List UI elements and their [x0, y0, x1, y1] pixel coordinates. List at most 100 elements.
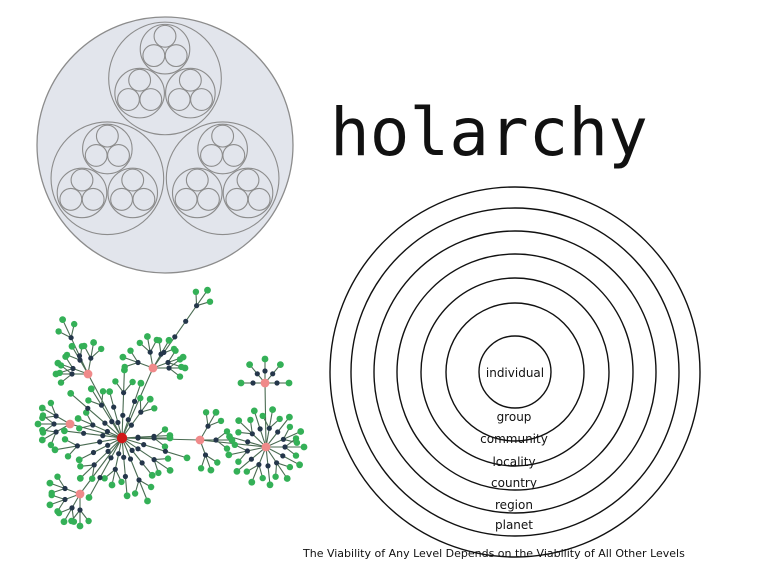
network-edge	[77, 441, 100, 447]
leaf-node	[75, 456, 83, 464]
caption: The Viability of Any Level Depends on th…	[302, 547, 685, 560]
leaf-node	[48, 489, 55, 497]
leaf-node	[83, 409, 90, 416]
leaf-node	[108, 481, 116, 489]
network-edge	[93, 444, 108, 453]
branch-node	[77, 507, 83, 513]
leaf-node	[204, 286, 211, 294]
branch-node	[53, 413, 59, 419]
leaf-node	[286, 463, 294, 471]
branch-node	[172, 334, 178, 340]
branch-node	[77, 357, 83, 363]
branch-node	[76, 353, 83, 359]
branch-node	[97, 439, 103, 445]
leaf-node	[76, 474, 84, 482]
nested-circle-level-3	[153, 24, 177, 48]
leaf-node	[112, 378, 119, 385]
leaf-node	[214, 459, 221, 466]
branch-node	[249, 431, 255, 437]
branch-node	[129, 447, 135, 453]
leaf-node	[129, 378, 136, 386]
branch-node	[88, 355, 94, 361]
leaf-node	[223, 445, 231, 452]
network-edge	[163, 336, 176, 353]
title: holarchy	[330, 94, 648, 171]
leaf-node	[144, 497, 151, 505]
nested-circles-diagram	[36, 16, 294, 274]
branch-node	[202, 452, 209, 458]
leaf-node	[87, 385, 95, 393]
branch-node	[275, 429, 281, 435]
nested-circle-level-2	[171, 167, 223, 219]
branch-node	[274, 460, 280, 466]
leaf-node	[85, 517, 92, 525]
branch-node	[138, 409, 144, 415]
nested-circle-level-2	[56, 167, 108, 219]
leaf-node	[106, 388, 113, 395]
nested-circle-level-1	[50, 121, 165, 236]
ring-0	[478, 335, 552, 409]
leaf-node	[226, 433, 233, 440]
leaf-node	[71, 320, 78, 328]
leaf-node	[155, 469, 162, 477]
leaf-node	[99, 388, 107, 395]
branch-node	[254, 371, 260, 377]
leaf-node	[52, 370, 60, 378]
branch-node	[135, 446, 141, 452]
leaf-node	[47, 441, 55, 449]
leaf-node	[46, 501, 54, 509]
leaf-node	[144, 333, 151, 340]
leaf-node	[118, 478, 125, 486]
network-edge	[137, 435, 155, 438]
leaf-node	[151, 405, 158, 412]
branch-node	[205, 423, 211, 429]
leaf-node	[57, 362, 65, 369]
leaf-node	[293, 439, 301, 446]
branch-node	[62, 485, 68, 492]
branch-node	[105, 448, 111, 454]
leaf-node	[247, 416, 254, 424]
leaf-node	[176, 373, 184, 380]
branch-node	[245, 439, 251, 445]
leaf-node	[286, 423, 294, 431]
network-edge	[99, 457, 112, 478]
nested-circle-level-3	[164, 44, 188, 68]
leaf-node	[166, 432, 174, 439]
nested-circle-level-2	[114, 67, 165, 119]
branch-node	[109, 419, 115, 425]
branch-node	[183, 318, 189, 324]
leaf-node	[76, 522, 84, 530]
branch-node	[70, 365, 76, 372]
network-edge	[88, 477, 101, 498]
leaf-node	[77, 463, 84, 470]
branch-node	[262, 368, 268, 374]
leaf-node	[90, 339, 97, 346]
leaf-node	[136, 339, 143, 347]
network-edge	[123, 457, 126, 477]
leaf-node	[164, 455, 172, 462]
branch-node	[90, 449, 97, 456]
branch-node	[116, 451, 122, 457]
nested-circle-level-3	[185, 168, 209, 192]
hub-node	[195, 435, 205, 445]
leaf-node	[34, 420, 42, 428]
leaf-node	[207, 466, 215, 474]
concentric-rings-diagram	[329, 186, 701, 558]
leaf-node	[285, 379, 293, 387]
branch-node	[141, 442, 147, 448]
branch-node	[280, 436, 286, 442]
ring-2	[420, 277, 610, 467]
leaf-node	[292, 452, 300, 459]
branch-node	[132, 398, 138, 404]
network-edge	[70, 392, 89, 409]
branch-node	[256, 462, 262, 468]
network-edge	[121, 367, 154, 439]
leaf-node	[269, 406, 276, 413]
branch-node	[112, 466, 118, 472]
branch-node	[139, 460, 145, 466]
ring-4	[373, 230, 657, 514]
branch-node	[162, 448, 168, 454]
hub-node	[83, 369, 93, 379]
branch-node	[213, 437, 219, 443]
leaf-node	[181, 364, 189, 372]
